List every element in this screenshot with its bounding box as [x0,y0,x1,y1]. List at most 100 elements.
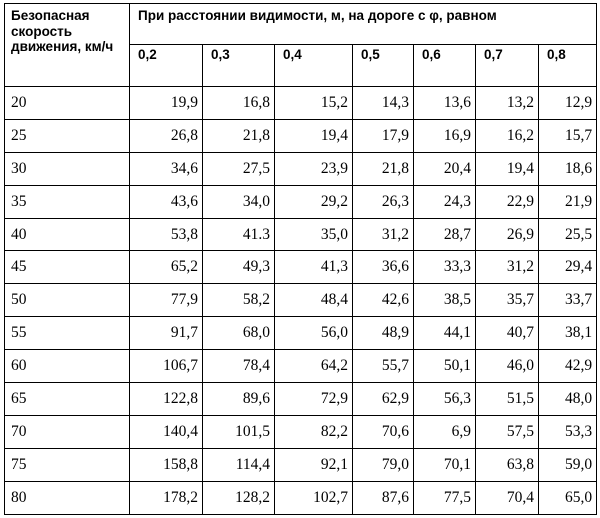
distance-cell: 91,7 [129,316,203,351]
distance-cell: 38,1 [537,316,598,351]
phi-header-row: 0,2 0,3 0,4 0,5 0,6 0,7 0,8 [5,44,598,87]
distance-cell: 15,7 [537,118,598,153]
distance-cell: 13,6 [413,86,476,120]
distance-cell: 41,3 [274,250,353,285]
distance-cell: 89,6 [202,382,275,416]
table-row: 30 34,6 27,5 23,9 21,8 20,4 19,4 18,6 [4,151,598,186]
speed-cell: 30 [4,151,130,186]
visibility-group-header: При расстоянии видимости, м, на дороге с… [128,3,598,45]
distance-cell: 33,7 [537,283,598,318]
distance-cell: 25,5 [537,217,598,252]
distance-cell: 55,7 [352,349,414,384]
distance-cell: 102,7 [274,480,353,515]
distance-cell: 20,4 [413,151,476,186]
table-row: 80 178,2 128,2 102,7 87,6 77,5 70,4 65,0 [4,480,598,515]
table-row: 25 26,8 21,8 19,4 17,9 16,9 16,2 15,7 [4,118,598,153]
speed-cell: 80 [4,480,130,515]
distance-cell: 34,6 [129,151,203,186]
distance-cell: 58,2 [202,283,275,318]
table-row: 75 158,8 114,4 92,1 79,0 70,1 63,8 59,0 [4,447,598,482]
distance-cell: 26,9 [475,217,539,252]
distance-cell: 77,9 [129,283,203,318]
distance-cell: 51,5 [475,382,539,416]
distance-cell: 38,5 [413,283,476,318]
distance-cell: 53,3 [537,414,598,449]
distance-cell: 26,3 [352,184,414,219]
distance-cell: 18,6 [537,151,598,186]
distance-cell: 16,2 [475,118,539,153]
distance-cell: 16,8 [202,86,275,120]
phi-header-cell: 0,8 [537,44,598,87]
speed-cell: 25 [4,118,130,153]
table-row: 60 106,7 78,4 64,2 55,7 50,1 46,0 42,9 [4,349,598,384]
distance-cell: 17,9 [352,118,414,153]
distance-cell: 42,6 [352,283,414,318]
speed-cell: 75 [4,447,130,482]
distance-cell: 114,4 [202,447,275,482]
speed-cell: 40 [4,217,130,252]
distance-cell: 12,9 [537,86,598,120]
distance-cell: 48,9 [352,316,414,351]
distance-cell: 19,4 [274,118,353,153]
distance-cell: 28,7 [413,217,476,252]
table-row: 55 91,7 68,0 56,0 48,9 44,1 40,7 38,1 [4,316,598,351]
table-body: 20 19,9 16,8 15,2 14,3 13,6 13,2 12,9 25 26,8 21,8… [4,86,598,515]
distance-cell: 87,6 [352,480,414,515]
distance-cell: 19,9 [129,86,203,120]
table-row: 45 65,2 49,3 41,3 36,6 33,3 31,2 29,4 [4,250,598,285]
distance-cell: 65,2 [129,250,203,285]
speed-cell: 20 [4,86,130,120]
distance-cell: 56,3 [413,382,476,416]
distance-cell: 53,8 [129,217,203,252]
distance-cell: 56,0 [274,316,353,351]
distance-cell: 77,5 [413,480,476,515]
distance-cell: 122,8 [129,382,203,416]
distance-cell: 15,2 [274,86,353,120]
distance-cell: 42,9 [537,349,598,384]
speed-cell: 45 [4,250,130,285]
distance-cell: 16,9 [413,118,476,153]
distance-cell: 70,1 [413,447,476,482]
phi-header-cell: 0,6 [413,44,476,87]
phi-header-cell: 0,7 [475,44,539,87]
distance-cell: 29,2 [274,184,353,219]
distance-cell: 40,7 [475,316,539,351]
distance-cell: 27,5 [202,151,275,186]
speed-cell: 60 [4,349,130,384]
table-row: 40 53,8 41.3 35,0 31,2 28,7 26,9 25,5 [4,217,598,252]
table-row: 20 19,9 16,8 15,2 14,3 13,6 13,2 12,9 [4,86,598,120]
distance-cell: 59,0 [537,447,598,482]
distance-cell: 36,6 [352,250,414,285]
distance-cell: 72,9 [274,382,353,416]
distance-cell: 79,0 [352,447,414,482]
speed-cell: 70 [4,414,130,449]
phi-header-cell: 0,4 [274,44,353,87]
distance-cell: 106,7 [129,349,203,384]
distance-cell: 78,4 [202,349,275,384]
distance-cell: 50,1 [413,349,476,384]
distance-cell: 44,1 [413,316,476,351]
distance-cell: 82,2 [274,414,353,449]
phi-header-cell: 0,5 [352,44,414,87]
visibility-distance-table: Безопасная скорость движения, км/ч При р… [4,3,598,515]
distance-cell: 49,3 [202,250,275,285]
distance-cell: 43,6 [129,184,203,219]
distance-cell: 33,3 [413,250,476,285]
table-row: 35 43,6 34,0 29,2 26,3 24,3 22,9 21,9 [4,184,598,219]
distance-cell: 26,8 [129,118,203,153]
distance-cell: 21,8 [352,151,414,186]
distance-cell: 34,0 [202,184,275,219]
distance-cell: 21,9 [537,184,598,219]
distance-cell: 48,4 [274,283,353,318]
phi-header-cell: 0,2 [129,44,203,87]
table-row: 70 140,4 101,5 82,2 70,6 6,9 57,5 53,3 [4,414,598,449]
distance-cell: 92,1 [274,447,353,482]
distance-cell: 19,4 [475,151,539,186]
distance-cell: 31,2 [475,250,539,285]
distance-cell: 62,9 [352,382,414,416]
distance-cell: 6,9 [413,414,476,449]
speed-column-header: Безопасная скорость движения, км/ч [4,3,130,87]
distance-cell: 68,0 [202,316,275,351]
distance-cell: 41.3 [202,217,275,252]
